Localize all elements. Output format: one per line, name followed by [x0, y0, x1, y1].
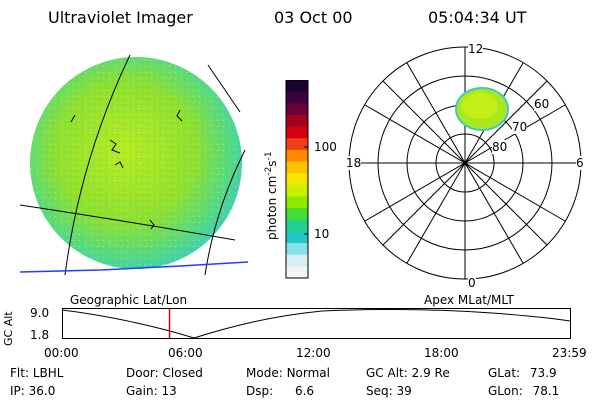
- colorbar-stripe: [286, 196, 308, 209]
- timeline-orbit-curve: [62, 309, 571, 339]
- info-glon: GLon: 78.1: [488, 384, 559, 398]
- lat-label-60: 60: [534, 97, 550, 111]
- colorbar: [285, 80, 309, 279]
- glon-value: 78.1: [532, 384, 560, 398]
- limb-line: [207, 64, 241, 113]
- colorbar-stripe: [286, 138, 308, 151]
- meridian-line: [64, 54, 131, 276]
- timeline-xtick-2359: 23:59: [552, 346, 587, 360]
- mlt-label-right: 6: [576, 156, 584, 170]
- meridian-line: [204, 149, 246, 276]
- timeline-xtick-1800: 18:00: [424, 346, 459, 360]
- colorbar-stripe: [286, 254, 308, 267]
- timeline-ytick-top: 9.0: [30, 306, 50, 320]
- coast-fragment: [109, 139, 121, 154]
- polar-plot: [348, 46, 582, 280]
- info-door: Door: Closed: [126, 366, 203, 380]
- colorbar-stripe: [286, 103, 308, 116]
- unit-sup2: -1: [264, 151, 274, 161]
- coastline-blue: [19, 261, 249, 273]
- lat-label-80: 80: [492, 140, 508, 154]
- ip-value: 36.0: [28, 384, 56, 398]
- parallel-line: [19, 204, 236, 241]
- mode-value: Normal: [286, 366, 330, 380]
- polar-spoke: [364, 104, 566, 222]
- colorbar-tick-10: 10: [314, 227, 330, 241]
- glat-value: 73.9: [529, 366, 557, 380]
- timeline-xtick-0600: 06:00: [168, 346, 203, 360]
- colorbar-tick-100: 100: [314, 140, 337, 154]
- colorbar-stripe: [286, 208, 308, 221]
- coast-fragment: [149, 219, 155, 230]
- colorbar-stripe: [286, 80, 308, 93]
- colorbar-stripe: [286, 184, 308, 198]
- date: 03 Oct 00: [274, 8, 353, 27]
- flt-value: LBHL: [32, 366, 64, 380]
- timeline-plot: [62, 308, 571, 339]
- mlt-label-top: 12: [468, 42, 484, 56]
- info-mode: Mode: Normal: [246, 366, 330, 380]
- info-dsp: Dsp: 6.6: [246, 384, 314, 398]
- glat-label: GLat:: [488, 366, 521, 380]
- colorbar-stripe: [286, 114, 308, 128]
- left-panel-caption: Geographic Lat/Lon: [70, 293, 188, 307]
- timeline-ytick-bottom: 1.8: [30, 328, 50, 342]
- timeline-ylabel: GC Alt: [2, 311, 15, 346]
- seq-value: 39: [396, 384, 412, 398]
- dsp-label: Dsp:: [246, 384, 274, 398]
- dsp-value: 6.6: [294, 384, 315, 398]
- info-gcalt: GC Alt: 2.9 Re: [366, 366, 450, 380]
- gain-label: Gain:: [126, 384, 158, 398]
- colorbar-stripe: [286, 161, 308, 174]
- colorbar-unit-label: photon cm-2s-1: [264, 151, 279, 240]
- colorbar-stripe: [286, 91, 308, 104]
- colorbar-stripe: [286, 243, 308, 256]
- glon-label: GLon:: [488, 384, 523, 398]
- colorbar-stripe: [286, 149, 308, 163]
- timeline-frame: [62, 308, 571, 339]
- colorbar-stripe: [286, 266, 308, 279]
- colorbar-stripe: [286, 173, 308, 186]
- coast-fragment: [114, 161, 124, 169]
- earth-speckle: [30, 57, 242, 269]
- mode-label: Mode:: [246, 366, 283, 380]
- colorbar-stripe: [286, 231, 308, 244]
- polar-image-patch-core: [462, 93, 498, 119]
- info-ip: IP: 36.0: [10, 384, 55, 398]
- coast-fragment: [176, 109, 183, 122]
- mlt-label-left: 18: [346, 156, 362, 170]
- colorbar-stripe: [286, 219, 308, 233]
- door-value: Closed: [162, 366, 203, 380]
- gcalt-value: 2.9 Re: [411, 366, 450, 380]
- colorbar-frame: [285, 80, 309, 279]
- coast-fragment: [70, 114, 76, 123]
- time: 05:04:34 UT: [428, 8, 527, 27]
- info-glat: GLat: 73.9: [488, 366, 557, 380]
- lat-label-70: 70: [512, 120, 528, 134]
- info-seq: Seq: 39: [366, 384, 412, 398]
- colorbar-stripe: [286, 126, 308, 139]
- unit-s: s: [265, 160, 279, 167]
- right-panel-caption: Apex MLat/MLT: [424, 293, 514, 307]
- flt-label: Flt:: [10, 366, 29, 380]
- seq-label: Seq:: [366, 384, 393, 398]
- info-gain: Gain: 13: [126, 384, 177, 398]
- door-label: Door:: [126, 366, 159, 380]
- unit-base: photon cm: [265, 175, 279, 240]
- timeline-xtick-1200: 12:00: [296, 346, 331, 360]
- gcalt-label: GC Alt:: [366, 366, 408, 380]
- ip-label: IP:: [10, 384, 25, 398]
- earth-image: [19, 54, 249, 276]
- title: Ultraviolet Imager: [48, 8, 193, 27]
- unit-sup: -2: [264, 166, 274, 176]
- timeline-xtick-0000: 00:00: [44, 346, 79, 360]
- info-flt: Flt: LBHL: [10, 366, 63, 380]
- gain-value: 13: [161, 384, 177, 398]
- mlt-label-bottom: 0: [468, 276, 476, 290]
